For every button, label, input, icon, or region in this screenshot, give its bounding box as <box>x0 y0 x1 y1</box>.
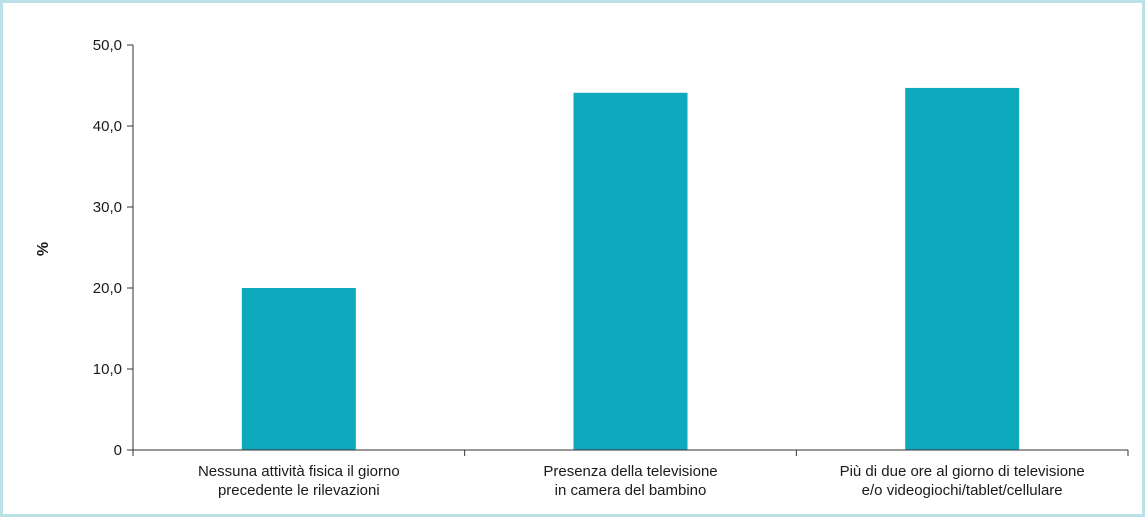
x-axis-labels: Nessuna attività fisica il giorno precede… <box>198 463 1085 499</box>
x-category-label: precedente le rilevazioni <box>218 482 380 499</box>
y-tick-label: 50,0 <box>93 37 122 54</box>
x-category-label: Più di due ore al giorno di televisione <box>840 463 1085 480</box>
y-axis: 0 10,0 20,0 30,0 40,0 50,0 <box>93 37 134 459</box>
bar-chart: % 0 10,0 20,0 30,0 40,0 50,0 Nessuna attività… <box>35 37 1129 499</box>
x-category-label: Presenza della televisione <box>543 463 717 480</box>
y-tick-label: 10,0 <box>93 361 122 378</box>
bar <box>573 92 688 450</box>
y-tick-label: 20,0 <box>93 280 122 297</box>
y-tick-label: 40,0 <box>93 118 122 135</box>
bar <box>241 288 356 450</box>
y-tick-label: 30,0 <box>93 199 122 216</box>
x-category-label: e/o videogiochi/tablet/cellulare <box>862 482 1063 499</box>
y-tick-label: 0 <box>114 442 122 459</box>
y-axis-title: % <box>35 242 52 256</box>
bars-group <box>241 87 1020 451</box>
x-category-label: Nessuna attività fisica il giorno <box>198 463 400 480</box>
bar <box>905 87 1020 451</box>
x-axis <box>132 449 1129 456</box>
x-category-label: in camera del bambino <box>555 482 707 499</box>
